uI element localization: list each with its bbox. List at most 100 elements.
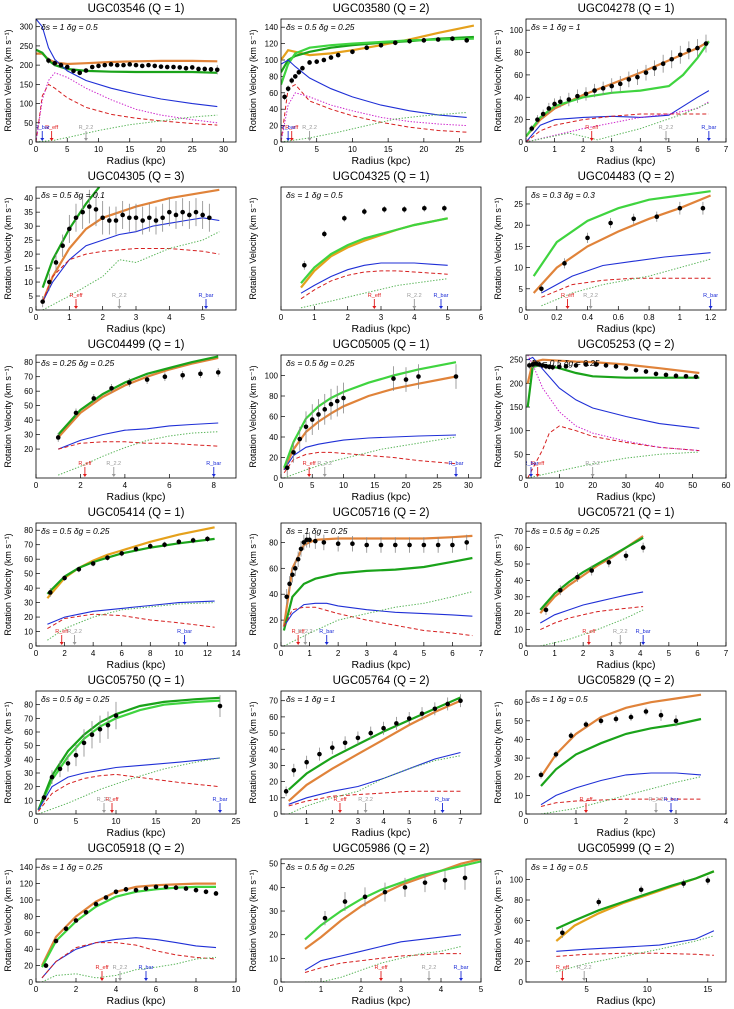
chart-svg: UGC05999 (Q = 2) 5 10 15 0 20 40 60 80 100 Radius … — [493, 843, 727, 1007]
series-line-gas-red — [540, 798, 701, 807]
series-line-gas-red — [288, 790, 461, 807]
series-line-stars-blue — [36, 19, 218, 108]
series-line-gas-red — [42, 248, 220, 302]
data-point — [46, 58, 51, 63]
parameter-annotation: δs = 1 δg = 0.5 — [41, 22, 98, 32]
data-point — [173, 885, 179, 890]
y-tick-label: 50 — [24, 119, 33, 128]
x-axis-label: Radius (kpc) — [597, 659, 656, 671]
series-line-dotted-green — [47, 602, 215, 641]
y-tick-label: 60 — [269, 713, 278, 722]
plot-frame — [525, 522, 727, 647]
radius-marker-arrowhead — [102, 810, 106, 813]
radius-marker-arrowhead — [296, 642, 301, 645]
series-line-stars-blue — [41, 937, 217, 979]
x-axis-label: Radius (kpc) — [352, 659, 411, 671]
data-point — [583, 722, 589, 727]
radius-marker-label: R_eff — [579, 797, 593, 803]
parameter-annotation: δs = 1 δg = 1 — [531, 22, 581, 32]
radius-marker-label: R_eff — [285, 125, 299, 131]
data-point — [328, 401, 334, 407]
x-axis-label: Radius (kpc) — [107, 659, 166, 671]
radius-marker-label: R_bar — [664, 797, 679, 803]
radius-marker-arrowhead — [59, 642, 64, 645]
data-point — [342, 899, 348, 904]
y-tick-label: 40 — [24, 416, 33, 425]
data-point — [290, 572, 295, 578]
y-tick-label: 20 — [269, 122, 278, 131]
radius-marker-arrowhead — [110, 810, 114, 813]
chart-svg: UGC03580 (Q = 2) 0 5 10 15 20 25 0 20 40 60 80 100 12… — [248, 3, 482, 167]
data-point — [90, 561, 96, 566]
x-tick-label: 0 — [279, 481, 284, 490]
data-point — [180, 372, 185, 378]
x-tick-label: 6 — [167, 481, 172, 490]
data-point — [108, 62, 114, 67]
x-tick-label: 6 — [695, 145, 700, 154]
plot-frame — [280, 522, 482, 647]
y-tick-label: 60 — [24, 728, 33, 737]
data-point — [421, 38, 427, 43]
chart-title: UGC04305 (Q = 3) — [88, 171, 185, 183]
y-axis-label: Rotation Velocity (km s⁻¹) — [493, 29, 503, 131]
data-point — [683, 373, 689, 379]
data-point — [654, 214, 660, 219]
y-tick-label: 120 — [265, 40, 279, 49]
data-point — [628, 714, 634, 720]
data-point — [560, 930, 565, 936]
radius-marker-label: R_bar — [435, 797, 450, 803]
data-point — [355, 735, 361, 741]
data-point — [291, 450, 296, 455]
x-tick-label: 7 — [724, 145, 729, 154]
y-tick-label: 40 — [269, 883, 278, 892]
chart-svg: UGC05986 (Q = 2)0 1 2 3 4 501020304050Radius … — [248, 843, 484, 1007]
y-tick-label: 150 — [510, 403, 524, 412]
x-tick-label: 15 — [370, 481, 379, 490]
y-tick-label: 30 — [24, 599, 33, 608]
chart-panel: UGC03546 (Q = 1) 0 5 10 15 20 25 30 0 50 100 150 200… — [0, 0, 244, 168]
data-point — [598, 718, 604, 724]
x-axis-label: Radius (kpc) — [352, 491, 411, 503]
radius-marker-label: R_2.2 — [106, 461, 121, 467]
series-line-gas-red — [526, 113, 709, 142]
data-point — [638, 887, 644, 893]
data-point — [285, 86, 291, 91]
x-tick-label: 1 — [319, 985, 324, 994]
data-point — [453, 374, 459, 379]
data-point — [147, 215, 152, 221]
chart-panel: UGC05253 (Q = 2) 0 10 20 30 40 50 60 0 50 100 150 20… — [490, 336, 734, 504]
data-point — [392, 40, 398, 46]
x-axis-label: Radius (kpc) — [597, 323, 656, 335]
x-tick-label: 10 — [232, 985, 241, 994]
data-point — [171, 64, 176, 70]
series-line-gas-red — [283, 606, 473, 637]
y-tick-label: 60 — [24, 929, 33, 938]
radius-marker-label: R_eff — [561, 293, 575, 299]
y-axis-label: Rotation Velocity (km s⁻¹) — [493, 701, 503, 803]
data-point — [695, 45, 700, 51]
data-point — [127, 380, 132, 385]
x-tick-label: 3 — [399, 985, 404, 994]
data-point — [328, 55, 334, 60]
data-point — [147, 543, 153, 549]
y-tick-label: 15 — [514, 242, 523, 251]
data-point — [73, 918, 79, 923]
x-axis-label: Radius (kpc) — [107, 323, 166, 335]
data-point — [282, 94, 287, 100]
data-point — [435, 542, 441, 548]
x-axis-label: Radius (kpc) — [597, 491, 656, 503]
x-tick-label: 1 — [552, 649, 557, 658]
radius-marker-label: R_eff — [556, 965, 570, 971]
chart-title: UGC03580 (Q = 2) — [333, 3, 430, 15]
data-point — [406, 716, 412, 721]
x-tick-label: 14 — [232, 649, 241, 658]
data-point — [686, 48, 692, 53]
series-line-fit-green — [540, 717, 702, 787]
x-tick-label: 0.8 — [644, 313, 656, 322]
data-point — [47, 590, 53, 595]
data-point — [65, 761, 71, 766]
series-line-gas-red — [36, 83, 218, 142]
y-tick-label: 80 — [24, 701, 33, 710]
x-tick-label: 2 — [62, 649, 67, 658]
data-point — [335, 541, 341, 547]
